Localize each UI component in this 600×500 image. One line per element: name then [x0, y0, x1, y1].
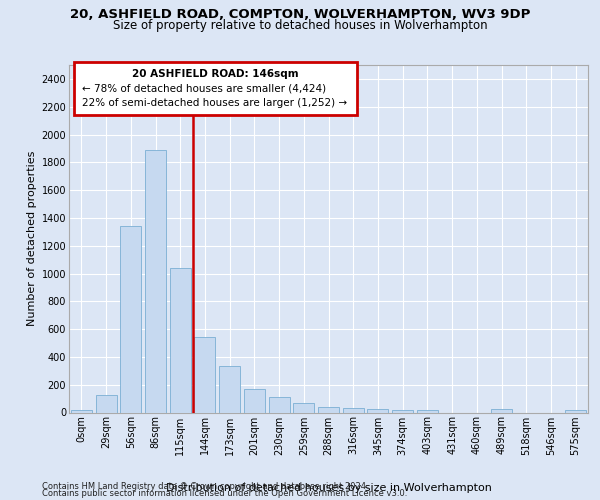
Bar — [565, 410, 586, 412]
Bar — [170, 268, 191, 412]
Bar — [417, 410, 438, 412]
X-axis label: Distribution of detached houses by size in Wolverhampton: Distribution of detached houses by size … — [166, 482, 491, 492]
Bar — [194, 338, 215, 412]
Bar — [318, 407, 339, 412]
Text: Contains public sector information licensed under the Open Government Licence v3: Contains public sector information licen… — [42, 490, 407, 498]
Bar — [120, 226, 141, 412]
Bar — [95, 395, 116, 412]
Text: ← 78% of detached houses are smaller (4,424): ← 78% of detached houses are smaller (4,… — [82, 84, 326, 94]
Bar — [244, 389, 265, 412]
Bar — [367, 409, 388, 412]
Text: 22% of semi-detached houses are larger (1,252) →: 22% of semi-detached houses are larger (… — [82, 98, 347, 108]
Text: 20 ASHFIELD ROAD: 146sqm: 20 ASHFIELD ROAD: 146sqm — [133, 69, 299, 79]
Y-axis label: Number of detached properties: Number of detached properties — [28, 151, 37, 326]
Bar — [145, 150, 166, 412]
Bar — [293, 404, 314, 412]
FancyBboxPatch shape — [74, 62, 357, 116]
Text: 20, ASHFIELD ROAD, COMPTON, WOLVERHAMPTON, WV3 9DP: 20, ASHFIELD ROAD, COMPTON, WOLVERHAMPTO… — [70, 8, 530, 20]
Bar — [343, 408, 364, 412]
Bar — [71, 410, 92, 412]
Bar — [269, 397, 290, 412]
Bar — [392, 410, 413, 412]
Bar — [491, 410, 512, 412]
Text: Size of property relative to detached houses in Wolverhampton: Size of property relative to detached ho… — [113, 18, 487, 32]
Text: Contains HM Land Registry data © Crown copyright and database right 2024.: Contains HM Land Registry data © Crown c… — [42, 482, 368, 491]
Bar — [219, 366, 240, 412]
